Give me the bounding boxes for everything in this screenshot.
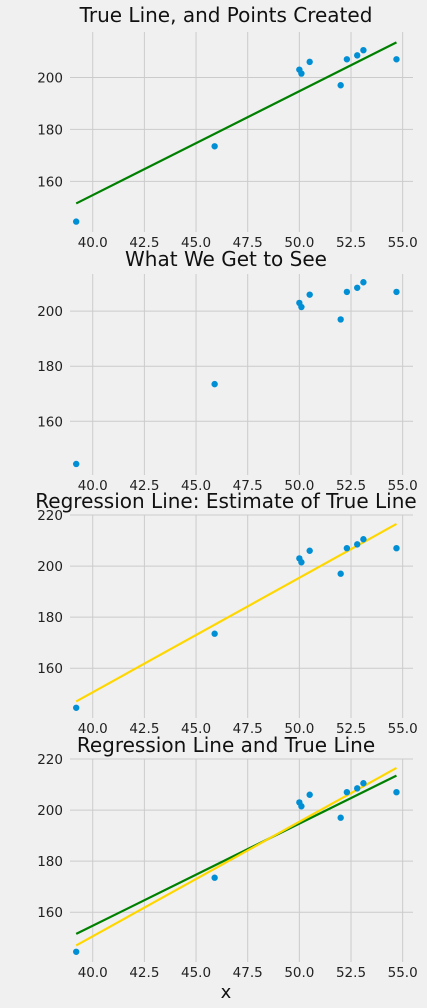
x-tick-label: 47.5	[233, 235, 263, 251]
x-tick-label: 47.5	[233, 721, 263, 737]
true-line	[75, 41, 397, 205]
data-point	[393, 544, 400, 552]
x-tick-label: 55.0	[388, 965, 418, 981]
x-tick-label: 40.0	[78, 478, 108, 494]
chart-panel-1: 40.0 42.5 45.0 47.5 50.0 52.5 55.0 160 180 200 Tru…	[37, 3, 417, 251]
data-point	[337, 82, 344, 89]
data-point	[211, 630, 218, 637]
x-axis-label: x	[221, 982, 232, 1003]
x-tick-label: 50.0	[284, 721, 314, 737]
data-point	[306, 291, 313, 298]
x-tick-label: 50.0	[284, 235, 314, 251]
data-point	[354, 284, 361, 291]
data-point	[337, 316, 344, 323]
data-point	[343, 288, 351, 296]
data-point	[393, 788, 400, 796]
data-point	[211, 874, 218, 881]
y-tick-label: 200	[37, 304, 63, 320]
panel-title: Regression Line and True Line	[77, 733, 375, 757]
data-point	[337, 814, 344, 821]
data-point	[72, 218, 80, 225]
x-tick-label: 52.5	[336, 965, 366, 981]
x-tick-label: 55.0	[388, 721, 418, 737]
x-tick-label: 40.0	[78, 721, 108, 737]
regression-line	[75, 766, 398, 947]
x-tick-label: 50.0	[284, 478, 314, 494]
y-tick-label: 180	[37, 359, 63, 375]
data-point	[306, 58, 313, 66]
y-tick-label: 180	[37, 122, 63, 138]
y-tick-label: 160	[37, 414, 63, 430]
x-tick-label: 45.0	[181, 235, 211, 251]
panel-title: True Line, and Points Created	[79, 3, 373, 27]
data-point	[72, 948, 80, 955]
chart-panel-4: 40.0 42.5 45.0 47.5 50.0 52.5 55.0 160 180 200 220…	[37, 733, 417, 981]
x-tick-label: 50.0	[284, 965, 314, 981]
data-point	[354, 541, 361, 548]
data-point	[343, 788, 351, 796]
panel-title: What We Get to See	[125, 247, 327, 271]
data-point	[343, 56, 351, 63]
x-tick-label: 52.5	[336, 478, 366, 494]
data-point	[354, 52, 361, 59]
panel-title: Regression Line: Estimate of True Line	[35, 489, 416, 513]
x-tick-label: 55.0	[388, 235, 418, 251]
x-tick-label: 52.5	[336, 235, 366, 251]
data-point	[354, 785, 361, 792]
data-point	[211, 380, 218, 388]
y-tick-label: 160	[37, 174, 63, 190]
data-point	[298, 70, 305, 77]
y-tick-label: 180	[37, 854, 63, 870]
data-point	[343, 544, 351, 552]
chart-panel-2: 40.0 42.5 45.0 47.5 50.0 52.5 55.0 160 180 200 Wha…	[37, 247, 417, 494]
y-tick-label: 220	[37, 752, 63, 768]
y-tick-label: 200	[37, 70, 63, 86]
x-tick-label: 40.0	[78, 965, 108, 981]
x-tick-label: 45.0	[181, 721, 211, 737]
data-point	[298, 803, 305, 810]
x-tick-label: 52.5	[336, 721, 366, 737]
x-tick-label: 42.5	[129, 478, 159, 494]
chart-panel-3: 40.0 42.5 45.0 47.5 50.0 52.5 55.0 160 180 200 220…	[35, 489, 417, 737]
data-point	[360, 536, 367, 543]
x-tick-label: 42.5	[129, 721, 159, 737]
y-tick-label: 200	[37, 803, 63, 819]
data-point	[393, 56, 400, 63]
grid-lines	[70, 758, 413, 962]
data-point	[393, 288, 400, 296]
x-tick-label: 42.5	[129, 235, 159, 251]
data-point	[298, 559, 305, 566]
data-point	[306, 791, 313, 798]
data-point	[298, 303, 305, 311]
y-tick-label: 180	[37, 610, 63, 626]
data-point	[360, 780, 367, 787]
panels: 40.0 42.5 45.0 47.5 50.0 52.5 55.0 160 180 200 Tru…	[35, 3, 417, 981]
data-point	[72, 704, 80, 711]
y-tick-label: 220	[37, 508, 63, 524]
data-point	[306, 547, 313, 554]
grid-lines	[70, 32, 413, 232]
x-tick-label: 42.5	[129, 965, 159, 981]
y-tick-label: 160	[37, 661, 63, 677]
x-tick-label: 45.0	[181, 478, 211, 494]
x-tick-label: 40.0	[78, 235, 108, 251]
grid-lines	[70, 514, 413, 718]
grid-lines	[70, 274, 413, 475]
data-point	[360, 279, 367, 286]
y-tick-label: 200	[37, 559, 63, 575]
y-tick-label: 160	[37, 905, 63, 921]
data-point	[337, 570, 344, 577]
data-point	[72, 460, 80, 468]
true-line	[75, 774, 397, 935]
data-point	[360, 46, 367, 54]
x-tick-label: 47.5	[233, 965, 263, 981]
x-tick-label: 55.0	[388, 478, 418, 494]
regression-line	[75, 522, 398, 703]
x-tick-label: 47.5	[233, 478, 263, 494]
x-tick-label: 45.0	[181, 965, 211, 981]
data-point	[211, 143, 218, 150]
